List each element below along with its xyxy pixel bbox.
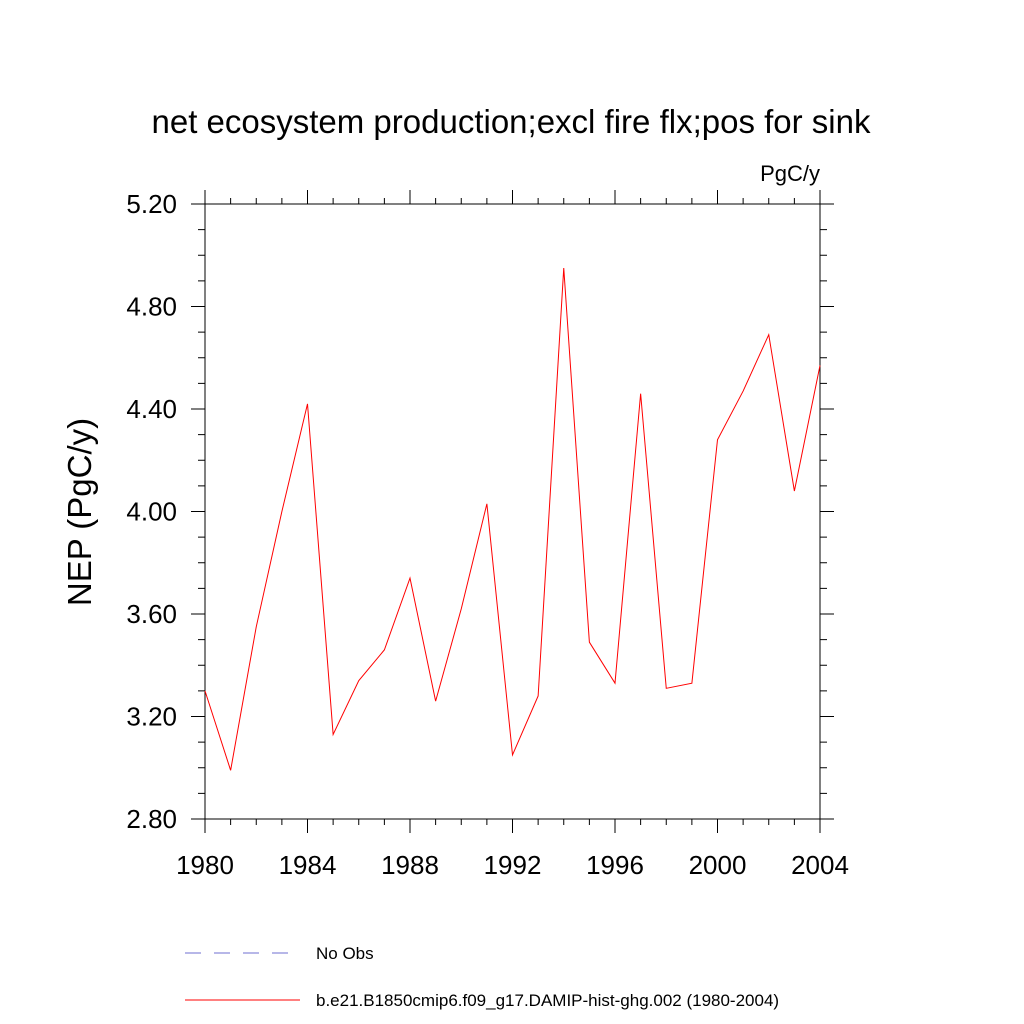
plot-frame xyxy=(204,203,821,820)
x-tick-label: 2004 xyxy=(791,850,849,880)
y-tick-label: 4.00 xyxy=(126,497,177,527)
units-label: PgC/y xyxy=(760,161,820,186)
x-tick-label: 1996 xyxy=(586,850,644,880)
series-line xyxy=(204,268,821,771)
y-tick-label: 4.80 xyxy=(126,292,177,322)
plot-axes: 1980 1984 1988 1992 1996 2000 2004 2.80 3.20 3.60… xyxy=(126,189,849,880)
y-tick-label: 2.80 xyxy=(126,804,177,834)
legend: No Obs b.e21.B1850cmip6.f09_g17.DAMIP-his… xyxy=(185,944,779,1010)
x-tick-label: 2000 xyxy=(689,850,747,880)
legend-label: b.e21.B1850cmip6.f09_g17.DAMIP-hist-ghg.… xyxy=(316,991,779,1010)
x-tick-label: 1988 xyxy=(381,850,439,880)
y-tick-label: 4.40 xyxy=(126,394,177,424)
y-tick-label: 3.20 xyxy=(126,702,177,732)
plot-data xyxy=(204,268,821,771)
y-axis-label: NEP (PgC/y) xyxy=(61,418,98,606)
x-tick-label: 1980 xyxy=(176,850,234,880)
x-tick-label: 1992 xyxy=(484,850,542,880)
legend-label: No Obs xyxy=(316,944,374,963)
y-tick-label: 3.60 xyxy=(126,599,177,629)
chart-title: net ecosystem production;excl fire flx;p… xyxy=(152,103,871,140)
x-tick-label: 1984 xyxy=(279,850,337,880)
y-tick-label: 5.20 xyxy=(126,189,177,219)
